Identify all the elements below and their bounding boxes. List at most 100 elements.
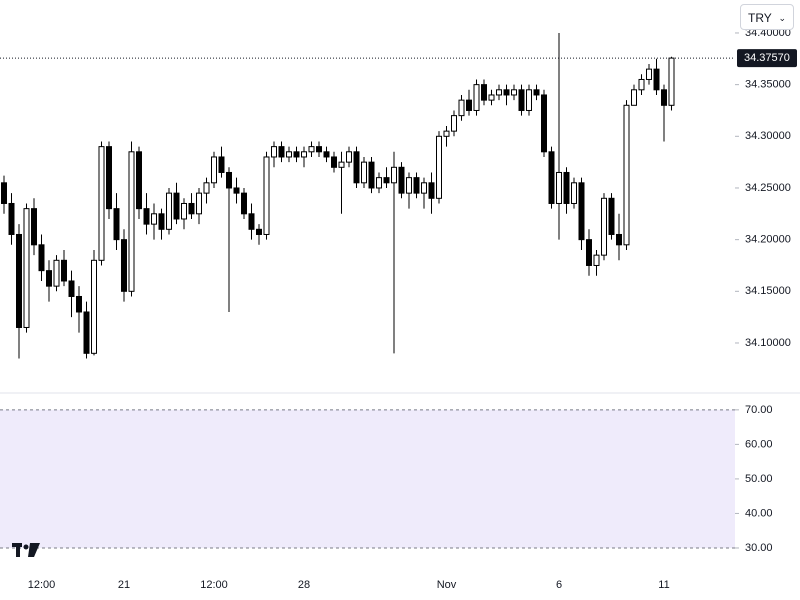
candle-body xyxy=(188,202,195,215)
logo xyxy=(12,543,40,557)
candle-body xyxy=(218,156,225,173)
candle-body xyxy=(443,130,450,137)
candle-body xyxy=(278,146,285,158)
candle-body xyxy=(458,99,465,117)
x-tick-label: Nov xyxy=(437,579,457,591)
candle-body xyxy=(263,156,270,235)
y-tick-label: 70.00 xyxy=(745,404,773,416)
candle-body xyxy=(646,68,652,80)
x-tick-label: 11 xyxy=(658,579,669,591)
candle-body xyxy=(601,197,607,256)
candle-body xyxy=(623,104,630,246)
candle-body xyxy=(593,254,600,266)
x-tick-label: 12:00 xyxy=(200,579,228,591)
rsi-band xyxy=(0,409,735,548)
candle-body xyxy=(653,68,660,91)
candle-body xyxy=(316,146,322,153)
candle-body xyxy=(233,187,240,194)
candle-body xyxy=(511,89,517,96)
candle-body xyxy=(241,192,247,215)
candle-body xyxy=(8,202,15,235)
candle-body xyxy=(106,146,112,210)
candle-body xyxy=(488,94,495,101)
candle-body xyxy=(98,146,105,261)
last-price-box xyxy=(737,49,797,68)
candle-body xyxy=(331,156,337,168)
candle-body xyxy=(31,208,37,246)
candle-body xyxy=(271,146,277,158)
candle-body xyxy=(503,89,510,96)
candle-body xyxy=(143,208,150,225)
candle-body xyxy=(166,192,172,230)
candle-body xyxy=(248,213,255,230)
x-tick-label: 6 xyxy=(556,579,562,591)
candle-body xyxy=(1,182,7,204)
y-tick-label: 50.00 xyxy=(745,473,773,485)
candle-body xyxy=(548,151,555,204)
candle-body xyxy=(83,311,90,354)
candle-body xyxy=(323,151,330,158)
candle-body xyxy=(128,151,135,292)
candle-body xyxy=(413,177,420,194)
candle-body xyxy=(668,57,675,106)
candle-body xyxy=(451,115,457,132)
candle-body xyxy=(361,161,367,184)
candle-body xyxy=(391,166,397,184)
candle-body xyxy=(406,177,412,194)
candle-body xyxy=(421,182,427,194)
candle-body xyxy=(436,135,442,199)
currency-dropdown[interactable]: TRY ⌄ xyxy=(740,4,794,30)
candle-body xyxy=(383,177,390,184)
y-tick-label: 40.00 xyxy=(745,507,773,519)
candle-body xyxy=(541,94,547,153)
candle-body xyxy=(68,280,75,297)
candle-body xyxy=(398,166,405,194)
candle-body xyxy=(196,192,202,215)
candle-body xyxy=(346,151,352,163)
candle-body xyxy=(631,89,637,106)
candle-body xyxy=(428,182,435,199)
candle-body xyxy=(571,182,577,204)
candle-body xyxy=(256,228,262,235)
candle-body xyxy=(23,208,30,328)
candle-body xyxy=(563,171,570,204)
y-tick-label: 34.15000 xyxy=(745,285,791,297)
candle-body xyxy=(293,151,300,158)
y-tick-label: 34.35000 xyxy=(745,79,791,91)
candle-body xyxy=(526,89,532,111)
candle-body xyxy=(53,259,60,287)
candle-body xyxy=(556,171,562,204)
candle-body xyxy=(353,151,360,184)
currency-label: TRY xyxy=(748,11,772,25)
candle-body xyxy=(308,146,315,153)
y-tick-label: 34.10000 xyxy=(745,337,791,349)
candle-body xyxy=(338,161,345,168)
y-tick-label: 34.25000 xyxy=(745,182,791,194)
candle-body xyxy=(586,239,592,266)
x-tick-label: 28 xyxy=(298,579,310,591)
candle-body xyxy=(533,89,540,96)
candle-body xyxy=(38,244,45,272)
candle-body xyxy=(616,233,622,246)
y-tick-label: 34.20000 xyxy=(745,234,791,246)
candle-body xyxy=(578,182,585,241)
candle-body xyxy=(481,84,487,101)
y-tick-label: 60.00 xyxy=(745,438,773,450)
candle-body xyxy=(76,295,82,313)
candle-body xyxy=(608,197,615,235)
candle-body xyxy=(121,239,127,292)
candle-body xyxy=(136,151,142,210)
candle-body xyxy=(466,99,472,111)
candle-body xyxy=(203,182,210,194)
candle-body xyxy=(16,233,22,328)
candle-body xyxy=(158,213,165,230)
x-tick-label: 21 xyxy=(118,579,130,591)
candle-body xyxy=(181,202,187,220)
candle-body xyxy=(211,156,217,184)
chevron: ⌄ xyxy=(778,13,786,23)
candle-body xyxy=(301,151,307,158)
candle-body xyxy=(286,151,292,158)
